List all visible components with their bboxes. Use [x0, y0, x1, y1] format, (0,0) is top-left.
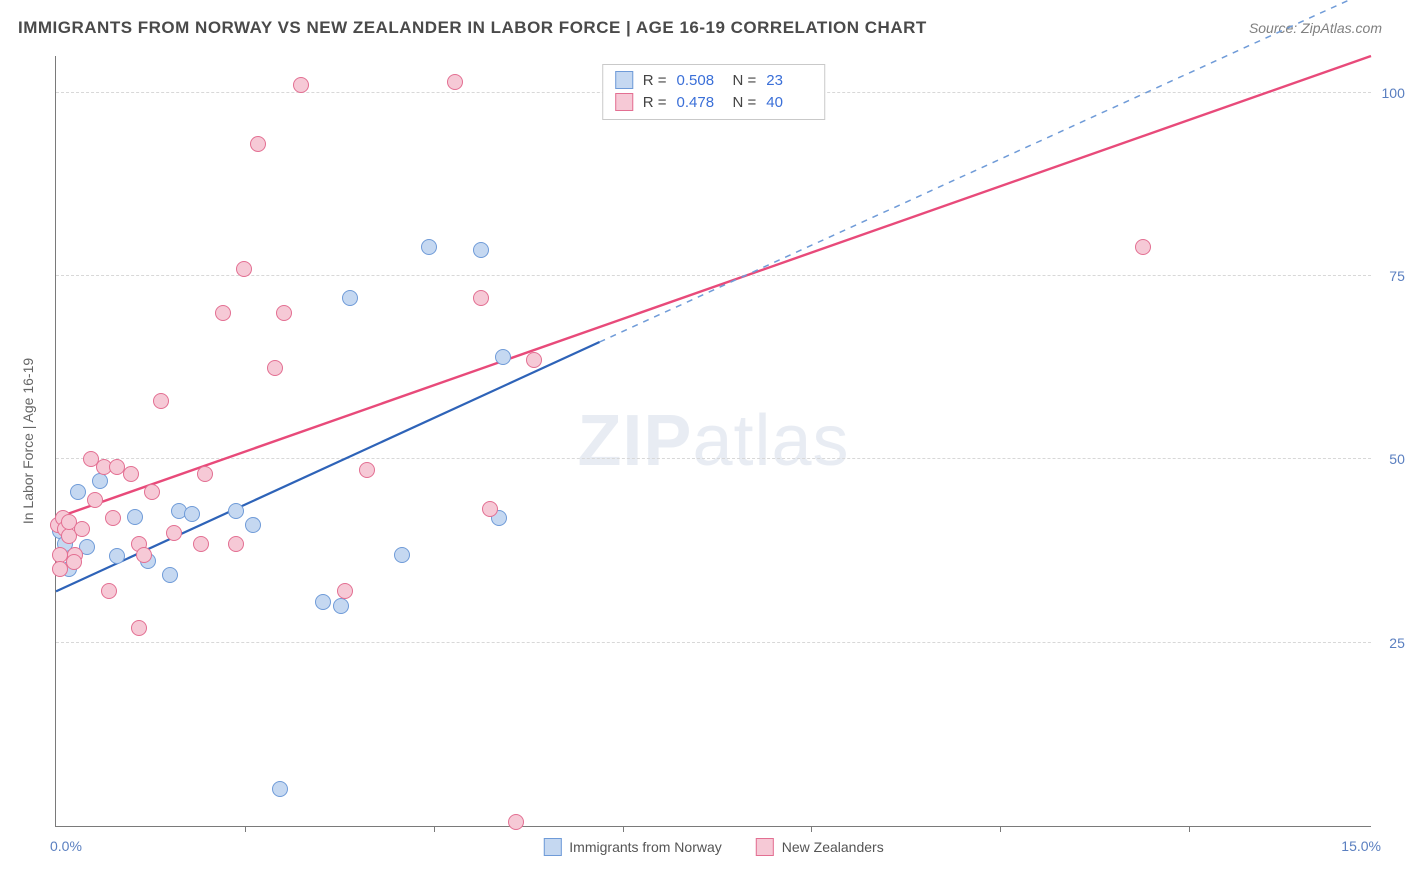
stat-value-n-nz: 40: [766, 94, 812, 111]
regression-lines-layer: [56, 56, 1371, 826]
scatter-point-nz: [215, 305, 231, 321]
x-tick: [1189, 826, 1190, 832]
stats-row-nz: R = 0.478 N = 40: [615, 91, 813, 113]
scatter-point-nz: [193, 536, 209, 552]
scatter-point-nz: [482, 501, 498, 517]
y-tick-label: 75.0%: [1389, 268, 1406, 284]
scatter-point-nz: [101, 583, 117, 599]
scatter-point-nz: [105, 510, 121, 526]
scatter-point-nz: [74, 521, 90, 537]
scatter-point-nz: [153, 393, 169, 409]
source-attribution: Source: ZipAtlas.com: [1249, 20, 1382, 36]
scatter-point-norway: [315, 594, 331, 610]
stats-row-norway: R = 0.508 N = 23: [615, 69, 813, 91]
y-tick-label: 100.0%: [1382, 85, 1406, 101]
x-tick: [811, 826, 812, 832]
legend-swatch-norway: [615, 71, 633, 89]
scatter-point-norway: [184, 506, 200, 522]
x-min-label: 0.0%: [50, 838, 82, 854]
legend-swatch-nz: [615, 93, 633, 111]
legend-label-norway: Immigrants from Norway: [569, 839, 721, 855]
scatter-point-nz: [276, 305, 292, 321]
scatter-point-nz: [131, 620, 147, 636]
stats-legend-box: R = 0.508 N = 23 R = 0.478 N = 40: [602, 64, 826, 120]
stat-value-n-norway: 23: [766, 72, 812, 89]
scatter-point-norway: [342, 290, 358, 306]
scatter-point-norway: [127, 509, 143, 525]
scatter-point-norway: [109, 548, 125, 564]
y-tick-label: 25.0%: [1389, 635, 1406, 651]
scatter-point-norway: [394, 547, 410, 563]
scatter-point-norway: [162, 567, 178, 583]
scatter-point-nz: [337, 583, 353, 599]
chart-title: IMMIGRANTS FROM NORWAY VS NEW ZEALANDER …: [18, 18, 927, 38]
y-tick-label: 50.0%: [1389, 451, 1406, 467]
stat-value-r-norway: 0.508: [677, 72, 723, 89]
x-max-label: 15.0%: [1341, 838, 1381, 854]
scatter-point-nz: [123, 466, 139, 482]
scatter-point-norway: [70, 484, 86, 500]
legend-item-nz: New Zealanders: [756, 838, 884, 856]
x-tick: [623, 826, 624, 832]
scatter-point-nz: [228, 536, 244, 552]
scatter-point-norway: [333, 598, 349, 614]
scatter-point-nz: [267, 360, 283, 376]
scatter-point-nz: [1135, 239, 1151, 255]
scatter-point-nz: [87, 492, 103, 508]
scatter-point-nz: [359, 462, 375, 478]
stat-label-n: N =: [733, 72, 757, 89]
scatter-point-nz: [293, 77, 309, 93]
scatter-point-nz: [447, 74, 463, 90]
scatter-point-norway: [245, 517, 261, 533]
legend-swatch-norway: [543, 838, 561, 856]
stat-value-r-nz: 0.478: [677, 94, 723, 111]
scatter-point-nz: [136, 547, 152, 563]
scatter-point-norway: [473, 242, 489, 258]
stat-label-r: R =: [643, 72, 667, 89]
y-axis-label: In Labor Force | Age 16-19: [20, 358, 36, 524]
scatter-point-nz: [166, 525, 182, 541]
x-tick: [245, 826, 246, 832]
bottom-legend: Immigrants from Norway New Zealanders: [543, 838, 883, 856]
scatter-point-nz: [236, 261, 252, 277]
legend-item-norway: Immigrants from Norway: [543, 838, 721, 856]
stat-label-r: R =: [643, 94, 667, 111]
scatter-point-norway: [92, 473, 108, 489]
stat-label-n: N =: [733, 94, 757, 111]
scatter-point-nz: [473, 290, 489, 306]
scatter-point-nz: [144, 484, 160, 500]
scatter-point-nz: [66, 554, 82, 570]
scatter-point-norway: [495, 349, 511, 365]
scatter-point-nz: [526, 352, 542, 368]
legend-swatch-nz: [756, 838, 774, 856]
plot-area: ZIPatlas 25.0%50.0%75.0%100.0% In Labor …: [55, 56, 1371, 827]
legend-label-nz: New Zealanders: [782, 839, 884, 855]
scatter-point-nz: [250, 136, 266, 152]
scatter-point-nz: [508, 814, 524, 830]
scatter-point-nz: [197, 466, 213, 482]
scatter-point-norway: [421, 239, 437, 255]
x-tick: [434, 826, 435, 832]
scatter-point-norway: [272, 781, 288, 797]
x-tick: [1000, 826, 1001, 832]
scatter-point-norway: [228, 503, 244, 519]
